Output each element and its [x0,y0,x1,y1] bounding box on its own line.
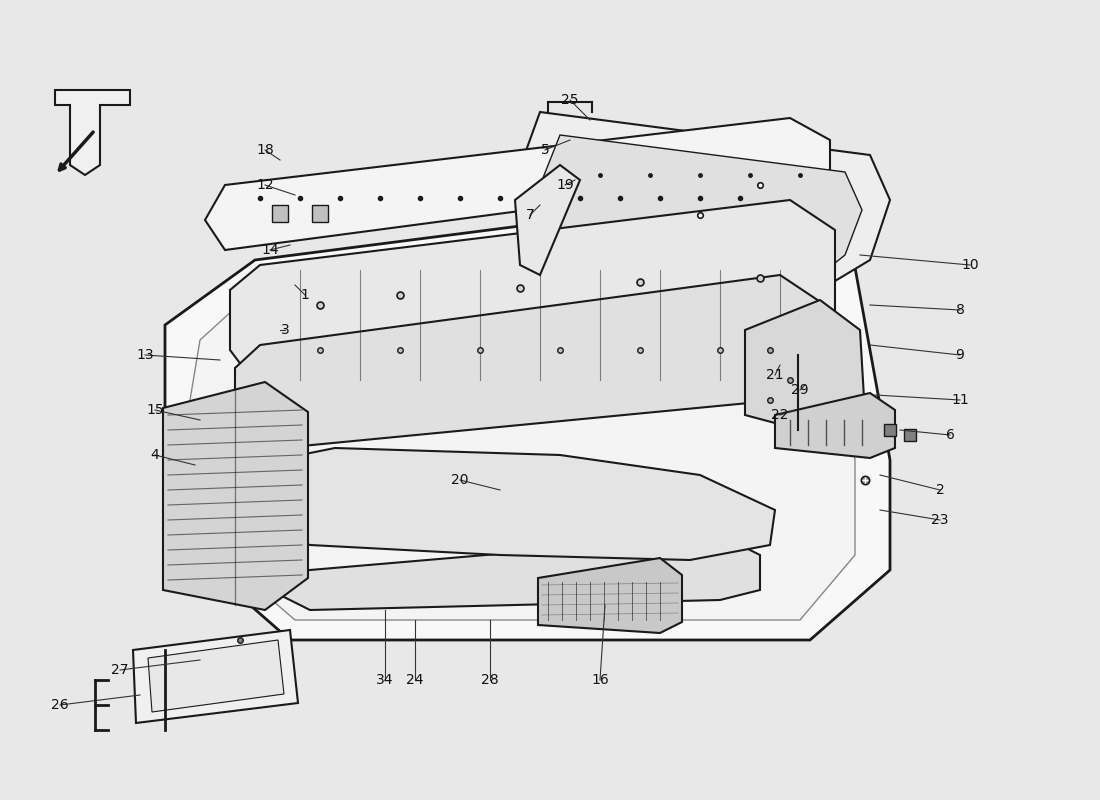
Polygon shape [535,135,862,275]
Polygon shape [270,535,760,610]
Text: 29: 29 [791,383,808,397]
Text: 1: 1 [300,288,309,302]
Text: 13: 13 [136,348,154,362]
Text: 28: 28 [481,673,498,687]
Polygon shape [538,558,682,633]
Polygon shape [55,90,130,175]
Text: 2: 2 [936,483,945,497]
Polygon shape [205,118,830,250]
Polygon shape [235,448,776,560]
Text: 5: 5 [540,143,549,157]
Text: 7: 7 [526,208,535,222]
Polygon shape [776,393,895,458]
Polygon shape [510,112,890,290]
Polygon shape [163,382,308,610]
Text: 26: 26 [52,698,69,712]
Text: 22: 22 [771,408,789,422]
Text: 21: 21 [767,368,784,382]
Text: 24: 24 [406,673,424,687]
Text: 19: 19 [557,178,574,192]
Text: 25: 25 [561,93,579,107]
Text: 23: 23 [932,513,948,527]
Polygon shape [133,630,298,723]
Polygon shape [230,200,835,390]
Polygon shape [148,640,284,712]
Text: 4: 4 [151,448,160,462]
Text: 34: 34 [376,673,394,687]
Text: eurosparts: eurosparts [244,371,856,469]
Text: 8: 8 [956,303,965,317]
Polygon shape [312,205,328,222]
Text: 3: 3 [280,323,289,337]
Text: 9: 9 [956,348,965,362]
Polygon shape [165,185,890,640]
Text: 27: 27 [111,663,129,677]
Polygon shape [235,275,825,450]
Text: 14: 14 [261,243,278,257]
Text: 11: 11 [952,393,969,407]
Text: 12: 12 [256,178,274,192]
Text: 16: 16 [591,673,609,687]
Text: 18: 18 [256,143,274,157]
Polygon shape [185,215,855,620]
Text: 10: 10 [961,258,979,272]
Polygon shape [515,165,580,275]
Polygon shape [272,205,288,222]
Text: 6: 6 [946,428,955,442]
Polygon shape [745,300,865,435]
Text: 20: 20 [451,473,469,487]
Text: 15: 15 [146,403,164,417]
